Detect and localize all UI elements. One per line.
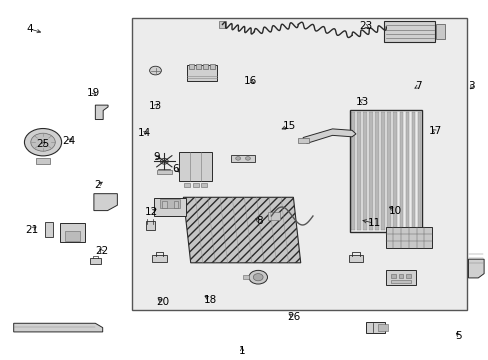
Circle shape xyxy=(245,157,250,160)
Bar xyxy=(90,258,101,264)
Circle shape xyxy=(235,157,240,160)
Text: 18: 18 xyxy=(203,294,217,305)
Bar xyxy=(154,198,185,216)
Bar xyxy=(377,324,387,331)
Bar xyxy=(145,221,154,230)
Text: 15: 15 xyxy=(282,121,296,131)
Polygon shape xyxy=(183,197,300,263)
Text: 6: 6 xyxy=(172,164,179,174)
Bar xyxy=(186,65,217,81)
Bar xyxy=(417,112,421,230)
Text: 2: 2 xyxy=(94,180,101,190)
Bar xyxy=(348,255,363,262)
Text: 8: 8 xyxy=(255,216,262,226)
Text: 10: 10 xyxy=(388,206,401,216)
Bar xyxy=(192,183,198,187)
Bar xyxy=(375,112,378,230)
Bar xyxy=(381,112,385,230)
Bar xyxy=(393,112,396,230)
Text: 5: 5 xyxy=(454,330,461,341)
Text: 16: 16 xyxy=(244,76,257,86)
Text: 23: 23 xyxy=(358,21,372,31)
Text: 19: 19 xyxy=(87,88,101,98)
Text: 3: 3 xyxy=(468,81,474,91)
Text: 20: 20 xyxy=(156,297,168,307)
Text: 14: 14 xyxy=(137,128,151,138)
Bar xyxy=(386,112,390,230)
Text: 9: 9 xyxy=(153,152,160,162)
Bar xyxy=(405,112,408,230)
Bar xyxy=(386,270,415,285)
Text: 22: 22 xyxy=(95,246,108,256)
Bar xyxy=(390,274,395,278)
Bar xyxy=(231,155,254,162)
Text: 12: 12 xyxy=(144,207,158,217)
Bar xyxy=(157,170,171,174)
Circle shape xyxy=(31,133,55,151)
Bar xyxy=(384,21,434,42)
Bar xyxy=(36,158,50,164)
Bar xyxy=(385,227,431,248)
Text: 1: 1 xyxy=(238,346,245,356)
Polygon shape xyxy=(94,194,117,211)
Polygon shape xyxy=(95,105,108,120)
Bar xyxy=(435,24,444,39)
Bar xyxy=(243,275,248,279)
Polygon shape xyxy=(14,323,102,332)
Text: 7: 7 xyxy=(414,81,421,91)
Text: 17: 17 xyxy=(427,126,441,136)
Bar xyxy=(357,112,360,230)
Text: 21: 21 xyxy=(25,225,39,235)
Bar xyxy=(209,64,214,69)
Circle shape xyxy=(160,158,168,164)
Bar xyxy=(196,64,201,69)
Text: 13: 13 xyxy=(148,101,162,111)
Text: 11: 11 xyxy=(366,218,380,228)
Bar xyxy=(152,255,166,262)
Bar xyxy=(45,222,53,237)
Bar xyxy=(179,152,212,181)
Bar xyxy=(365,322,385,333)
Bar xyxy=(267,212,280,220)
Circle shape xyxy=(149,66,161,75)
Bar xyxy=(189,64,194,69)
Text: 25: 25 xyxy=(36,139,50,149)
Bar xyxy=(183,183,189,187)
Circle shape xyxy=(253,274,263,281)
Circle shape xyxy=(248,270,267,284)
Bar xyxy=(218,21,226,28)
Text: 26: 26 xyxy=(286,312,300,322)
Bar xyxy=(399,112,403,230)
Bar xyxy=(132,18,466,310)
Bar xyxy=(203,64,207,69)
Bar xyxy=(405,274,410,278)
Bar xyxy=(162,201,166,208)
Bar xyxy=(390,280,410,283)
Text: 24: 24 xyxy=(61,136,75,146)
Text: 13: 13 xyxy=(355,96,369,107)
Circle shape xyxy=(24,129,61,156)
Bar xyxy=(173,201,178,208)
Bar xyxy=(398,274,403,278)
Bar xyxy=(350,112,354,230)
Polygon shape xyxy=(468,259,483,278)
Bar xyxy=(363,112,366,230)
Bar xyxy=(297,138,308,143)
Text: 4: 4 xyxy=(26,24,33,34)
Bar xyxy=(60,223,85,242)
Bar xyxy=(65,231,80,241)
Bar xyxy=(201,183,207,187)
Bar xyxy=(411,112,414,230)
Bar xyxy=(349,110,422,232)
Bar xyxy=(368,112,372,230)
Bar xyxy=(160,199,180,208)
Polygon shape xyxy=(303,129,355,143)
